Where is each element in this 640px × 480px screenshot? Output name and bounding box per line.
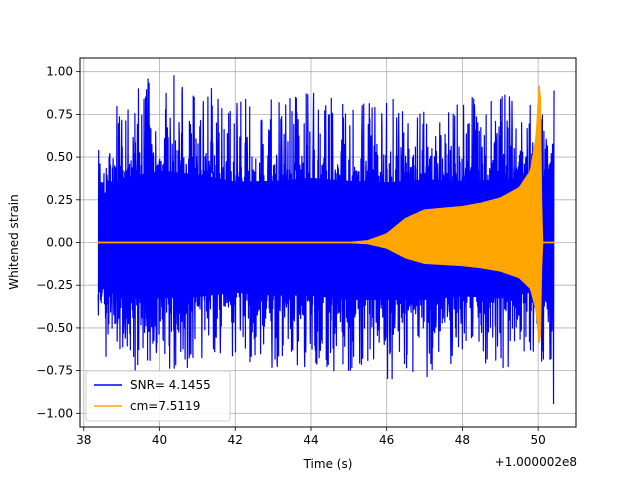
x-tick-label: 42 [228,433,243,447]
x-tick-label: 50 [530,433,545,447]
y-tick-label: −0.75 [36,364,73,378]
legend-label-snr: SNR= 4.1455 [130,378,211,392]
y-tick-label: 0.75 [46,107,73,121]
legend: SNR= 4.1455 cm=7.5119 [85,370,231,422]
y-tick-label: −1.00 [36,406,73,420]
y-tick-label: 0.25 [46,193,73,207]
y-tick-label: −0.25 [36,278,73,292]
y-tick-label: 1.00 [46,65,73,79]
y-tick-label: 0.00 [46,236,73,250]
x-tick-label: 40 [152,433,167,447]
y-tick-label: 0.50 [46,150,73,164]
x-tick-label: 46 [379,433,394,447]
x-axis-label: Time (s) [303,457,353,471]
legend-box [85,370,231,422]
x-offset-label: +1.000002e8 [495,455,577,469]
y-axis-label: Whitened strain [7,194,21,290]
y-tick-label: −0.50 [36,321,73,335]
x-tick-label: 38 [76,433,91,447]
plot-area [97,75,555,405]
x-tick-label: 44 [303,433,318,447]
axis-ticks: 38 40 42 44 46 48 50 −1.00 −0.75 −0.50 −0.25 0.00 0.… [36,65,546,447]
series-snr-band [98,170,555,313]
x-tick-label: 48 [455,433,470,447]
legend-label-cm: cm=7.5119 [130,399,200,413]
